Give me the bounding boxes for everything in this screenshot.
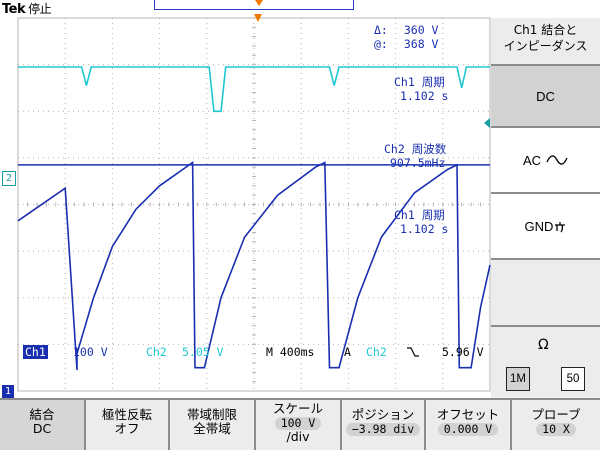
position-button[interactable]: ポジション −3.98 div xyxy=(342,400,426,450)
bandwidth-value: 全帯域 xyxy=(193,421,231,436)
scale-unit: /div xyxy=(286,429,310,444)
scale-value: 100 V xyxy=(274,417,322,430)
impedance-1m-label: 1M xyxy=(510,373,526,385)
gnd-coupling-label: GND xyxy=(524,218,554,234)
measure-period-top-value: 1.102 s xyxy=(400,89,449,103)
ch1-ground-marker: 1 xyxy=(2,385,14,398)
invert-button[interactable]: 極性反転 オフ xyxy=(86,400,170,450)
impedance-50-label: 50 xyxy=(566,373,580,385)
bandwidth-label: 帯域制限 xyxy=(186,407,237,422)
ch2-tag: Ch2 xyxy=(146,345,167,359)
ch2-trace xyxy=(18,66,490,113)
acquisition-status: 停止 xyxy=(28,2,52,16)
ch1-scale: 100 V xyxy=(73,345,108,359)
timebase: M 400ms xyxy=(266,345,315,359)
probe-button[interactable]: プローブ 10 X xyxy=(512,400,600,450)
invert-value: オフ xyxy=(114,421,140,436)
dc-coupling-button[interactable]: DC xyxy=(491,64,600,128)
cursor-delta-label: Δ: xyxy=(374,23,388,37)
coupling-label: 結合 xyxy=(29,407,55,422)
invert-label: 極性反転 xyxy=(101,407,152,422)
impedance-divider xyxy=(491,325,600,327)
ch1-trace xyxy=(17,160,491,371)
measure-freq-label: Ch2 周波数 xyxy=(384,142,447,156)
offset-value: 0.000 V xyxy=(437,423,499,436)
ac-coupling-label: AC xyxy=(522,152,542,168)
bandwidth-button[interactable]: 帯域制限 全帯域 xyxy=(170,400,256,450)
position-value: −3.98 div xyxy=(345,423,421,436)
position-label: ポジション xyxy=(351,407,415,422)
cursor-delta: Δ: 360 V xyxy=(374,24,438,36)
ch1-tag: Ch1 xyxy=(23,345,48,359)
trigger-position-marker-icon xyxy=(255,0,263,6)
measure-freq-value: 907.5mHz xyxy=(390,156,446,170)
side-menu-title: Ch1 結合と インピーダンス xyxy=(491,22,600,64)
ch2-trigger-level-icon xyxy=(484,118,490,128)
ch2-ground-marker: 2 xyxy=(2,171,16,186)
gnd-coupling-button[interactable]: GND xyxy=(491,194,600,260)
probe-value: 10 X xyxy=(536,423,576,436)
ch2-scale: 5.05 V xyxy=(182,345,224,359)
side-menu-title-line2: インピーダンス xyxy=(503,39,588,53)
scale-label: スケール xyxy=(272,401,323,416)
trigger-level: 5.96 V xyxy=(442,345,484,359)
trigger-mode: A xyxy=(344,345,351,359)
ac-coupling-button[interactable]: AC xyxy=(491,128,600,194)
offset-button[interactable]: オフセット 0.000 V xyxy=(426,400,512,450)
status-line: Ch1 100 V Ch2 5.05 V M 400ms A Ch2 5.96 … xyxy=(21,344,487,360)
bottom-menu-border xyxy=(0,398,600,400)
measure-period-top-label: Ch1 周期 xyxy=(394,75,445,89)
cursor-delta-value: 360 V xyxy=(403,23,439,37)
ground-icon xyxy=(555,222,566,233)
impedance-1m-button[interactable]: 1M xyxy=(506,367,530,391)
dc-coupling-label: DC xyxy=(536,88,555,104)
measure-period-mid-label: Ch1 周期 xyxy=(394,208,445,222)
trigger-source: Ch2 xyxy=(366,345,387,359)
coupling-value: DC xyxy=(32,421,52,436)
record-view-bar xyxy=(154,0,354,10)
cursor-at-value: 368 V xyxy=(403,37,439,51)
measure-period-mid-value: 1.102 s xyxy=(400,222,449,236)
impedance-50-button[interactable]: 50 xyxy=(561,367,585,391)
falling-edge-icon xyxy=(407,347,419,357)
ohm-icon: Ω xyxy=(538,337,549,353)
offset-label: オフセット xyxy=(436,407,500,422)
scale-button[interactable]: スケール 100 V /div xyxy=(256,400,342,450)
coupling-button[interactable]: 結合 DC xyxy=(0,400,86,450)
trigger-time-icon xyxy=(254,14,262,22)
cursor-at: @: 368 V xyxy=(374,38,438,50)
side-menu-title-line1: Ch1 結合と xyxy=(513,23,578,37)
brand-logo: Tek xyxy=(2,2,26,17)
cursor-at-label: @: xyxy=(374,37,388,51)
probe-label: プローブ xyxy=(531,407,581,422)
sine-wave-icon xyxy=(546,155,568,165)
brand-status: Tek 停止 xyxy=(2,0,52,17)
